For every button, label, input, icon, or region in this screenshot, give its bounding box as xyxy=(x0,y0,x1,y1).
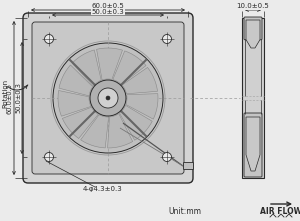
FancyBboxPatch shape xyxy=(244,17,262,40)
Circle shape xyxy=(163,152,172,162)
Polygon shape xyxy=(62,107,98,139)
Polygon shape xyxy=(81,115,109,148)
Circle shape xyxy=(163,34,172,44)
Circle shape xyxy=(53,43,163,153)
Text: AIR FLOW: AIR FLOW xyxy=(260,208,300,217)
Polygon shape xyxy=(126,94,158,119)
Text: 60.0±0.5: 60.0±0.5 xyxy=(7,82,13,114)
Text: 50.0±0.3: 50.0±0.3 xyxy=(15,83,21,113)
Text: Unit:mm: Unit:mm xyxy=(169,208,202,217)
Polygon shape xyxy=(58,90,91,116)
Polygon shape xyxy=(246,20,260,48)
Bar xyxy=(242,18,264,178)
FancyBboxPatch shape xyxy=(23,13,193,183)
Circle shape xyxy=(90,80,126,116)
Polygon shape xyxy=(113,51,146,84)
Text: Rotation: Rotation xyxy=(2,78,8,108)
Text: 4-φ4.3±0.3: 4-φ4.3±0.3 xyxy=(83,186,123,192)
Text: 10.0±0.5: 10.0±0.5 xyxy=(237,4,269,10)
Circle shape xyxy=(44,34,53,44)
Polygon shape xyxy=(122,67,158,94)
Circle shape xyxy=(98,88,118,108)
FancyBboxPatch shape xyxy=(32,22,184,174)
FancyBboxPatch shape xyxy=(244,113,262,177)
Polygon shape xyxy=(119,105,152,140)
Circle shape xyxy=(106,96,110,100)
Polygon shape xyxy=(246,117,260,171)
Text: 60.0±0.5: 60.0±0.5 xyxy=(92,4,124,10)
Text: 50.0±0.3: 50.0±0.3 xyxy=(92,8,124,15)
Polygon shape xyxy=(59,65,93,96)
Polygon shape xyxy=(108,114,133,148)
Polygon shape xyxy=(97,48,122,80)
Polygon shape xyxy=(72,50,101,86)
Circle shape xyxy=(44,152,53,162)
FancyBboxPatch shape xyxy=(184,162,194,170)
